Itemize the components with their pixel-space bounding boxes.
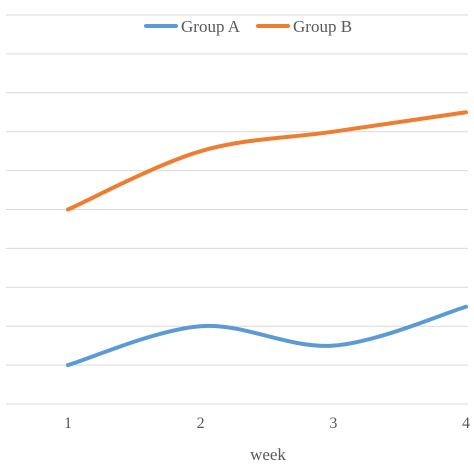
legend: Group A Group B	[144, 17, 352, 36]
x-tick-label: 3	[329, 415, 337, 432]
series-lines	[66, 110, 468, 368]
x-axis-label: week	[250, 445, 286, 464]
legend-label-group-a: Group A	[181, 17, 241, 36]
x-axis-ticks: 1 2 3 4	[64, 415, 470, 432]
series-line-group-a	[66, 304, 468, 368]
legend-label-group-b: Group B	[293, 17, 352, 36]
series-line-group-b	[66, 110, 468, 212]
x-tick-label: 2	[197, 415, 205, 432]
x-tick-label: 4	[462, 415, 470, 432]
x-tick-label: 1	[64, 415, 72, 432]
gridlines	[6, 14, 468, 405]
